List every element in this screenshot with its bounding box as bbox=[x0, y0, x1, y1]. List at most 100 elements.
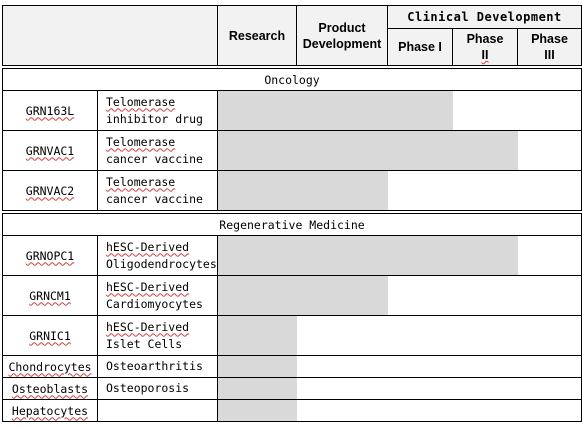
table-row: GRNOPC1 hESC-Derived Oligodendrocytes bbox=[2, 235, 583, 276]
header-phase1: Phase I bbox=[387, 28, 453, 66]
section-title: Oncology bbox=[1, 68, 583, 91]
stage-cell bbox=[217, 235, 297, 276]
stage-cell bbox=[452, 130, 518, 171]
stage-cell bbox=[217, 170, 297, 211]
stage-cell bbox=[517, 235, 583, 276]
pipeline-body: Oncology GRN163L Telomerase inhibitor drug G… bbox=[1, 65, 583, 422]
stage-cell bbox=[517, 90, 583, 131]
stage-cell bbox=[517, 275, 583, 316]
indication-line: hESC-Derived bbox=[106, 319, 190, 334]
indication: hESC-Derived Islet Cells bbox=[97, 315, 218, 356]
indication: hESC-Derived Oligodendrocytes bbox=[97, 235, 218, 276]
indication-line: hESC-Derived bbox=[106, 239, 190, 254]
header-product-line2: Development bbox=[302, 36, 382, 51]
header-phase3-line2: III bbox=[544, 48, 555, 62]
stage-cell bbox=[387, 315, 453, 356]
pipeline-table: Research Product Development Clinical De… bbox=[1, 5, 583, 422]
product-code: GRNVAC1 bbox=[2, 130, 98, 171]
indication-line: cancer vaccine bbox=[106, 191, 203, 206]
header-phase2-line1: Phase bbox=[466, 32, 504, 46]
indication: Osteoporosis bbox=[97, 377, 218, 400]
stage-cell bbox=[387, 130, 453, 171]
indication: Osteoarthritis bbox=[97, 355, 218, 378]
stage-cell bbox=[387, 235, 453, 276]
stage-cell bbox=[387, 90, 453, 131]
stage-cell bbox=[296, 170, 388, 211]
indication: Telomerase cancer vaccine bbox=[97, 170, 218, 211]
stage-cell bbox=[217, 399, 297, 422]
stage-cell bbox=[296, 377, 388, 400]
stage-cell bbox=[452, 235, 518, 276]
header-product-line1: Product bbox=[318, 20, 366, 35]
stage-cell bbox=[387, 399, 453, 422]
table-row: Osteoblasts Osteoporosis bbox=[2, 377, 583, 400]
table-row: Hepatocytes bbox=[2, 399, 583, 422]
header-product-development: Product Development bbox=[296, 5, 388, 66]
header-phase2-line2: II bbox=[481, 48, 489, 62]
header-clinical-development: Clinical Development bbox=[386, 5, 583, 29]
indication-line: Islet Cells bbox=[106, 336, 183, 351]
stage-cell bbox=[296, 399, 388, 422]
indication: hESC-Derived Cardiomyocytes bbox=[97, 275, 218, 316]
stage-cell bbox=[517, 399, 583, 422]
stage-cell bbox=[452, 90, 518, 131]
table-row: GRN163L Telomerase inhibitor drug bbox=[2, 90, 583, 131]
stage-cell bbox=[517, 355, 583, 378]
indication-line: inhibitor drug bbox=[106, 111, 203, 126]
stage-cell bbox=[452, 275, 518, 316]
indication: Telomerase inhibitor drug bbox=[97, 90, 218, 131]
header-phase2: Phase II bbox=[452, 28, 518, 66]
stage-cell bbox=[452, 399, 518, 422]
header-phase3-line1: Phase bbox=[531, 32, 568, 46]
table-row: GRNIC1 hESC-Derived Islet Cells bbox=[2, 315, 583, 356]
indication-line: Telomerase bbox=[106, 174, 176, 189]
stage-cell bbox=[452, 315, 518, 356]
header-blank bbox=[2, 5, 218, 66]
stage-cell bbox=[387, 355, 453, 378]
stage-cell bbox=[296, 355, 388, 378]
product-code: GRN163L bbox=[2, 90, 98, 131]
table-row: GRNVAC2 Telomerase cancer vaccine bbox=[2, 170, 583, 211]
indication-line: Osteoarthritis bbox=[106, 359, 203, 373]
product-code: GRNCM1 bbox=[2, 275, 98, 316]
stage-cell bbox=[517, 130, 583, 171]
stage-cell bbox=[387, 170, 453, 211]
table-row: GRNVAC1 Telomerase cancer vaccine bbox=[2, 130, 583, 171]
stage-cell bbox=[217, 130, 297, 171]
indication-line: cancer vaccine bbox=[106, 151, 203, 166]
stage-cell bbox=[517, 315, 583, 356]
indication: Telomerase cancer vaccine bbox=[97, 130, 218, 171]
product-code: GRNOPC1 bbox=[2, 235, 98, 276]
stage-cell bbox=[296, 130, 388, 171]
product-code: Hepatocytes bbox=[2, 399, 98, 422]
product-code: Osteoblasts bbox=[2, 377, 98, 400]
product-code: Chondrocytes bbox=[2, 355, 98, 378]
stage-cell bbox=[217, 315, 297, 356]
section-title: Regenerative Medicine bbox=[1, 213, 583, 236]
indication-line: Osteoporosis bbox=[106, 381, 190, 395]
stage-cell bbox=[517, 170, 583, 211]
stage-cell bbox=[452, 377, 518, 400]
indication-line: Telomerase bbox=[106, 94, 176, 109]
table-row: GRNCM1 hESC-Derived Cardiomyocytes bbox=[2, 275, 583, 316]
stage-cell bbox=[296, 275, 388, 316]
stage-cell bbox=[296, 90, 388, 131]
product-code: GRNVAC2 bbox=[2, 170, 98, 211]
stage-cell bbox=[217, 90, 297, 131]
stage-cell bbox=[517, 377, 583, 400]
product-code: GRNIC1 bbox=[2, 315, 98, 356]
stage-cell bbox=[387, 377, 453, 400]
stage-cell bbox=[452, 170, 518, 211]
stage-cell bbox=[217, 377, 297, 400]
stage-cell bbox=[452, 355, 518, 378]
indication-line: hESC-Derived bbox=[106, 279, 190, 294]
indication-line: Cardiomyocytes bbox=[106, 296, 203, 311]
header-research: Research bbox=[217, 5, 297, 66]
table-row: Chondrocytes Osteoarthritis bbox=[2, 355, 583, 378]
indication bbox=[97, 399, 218, 422]
stage-cell bbox=[217, 355, 297, 378]
indication-line: Telomerase bbox=[106, 134, 176, 149]
stage-cell bbox=[296, 235, 388, 276]
header-phase3: Phase III bbox=[516, 28, 583, 66]
stage-cell bbox=[296, 315, 388, 356]
